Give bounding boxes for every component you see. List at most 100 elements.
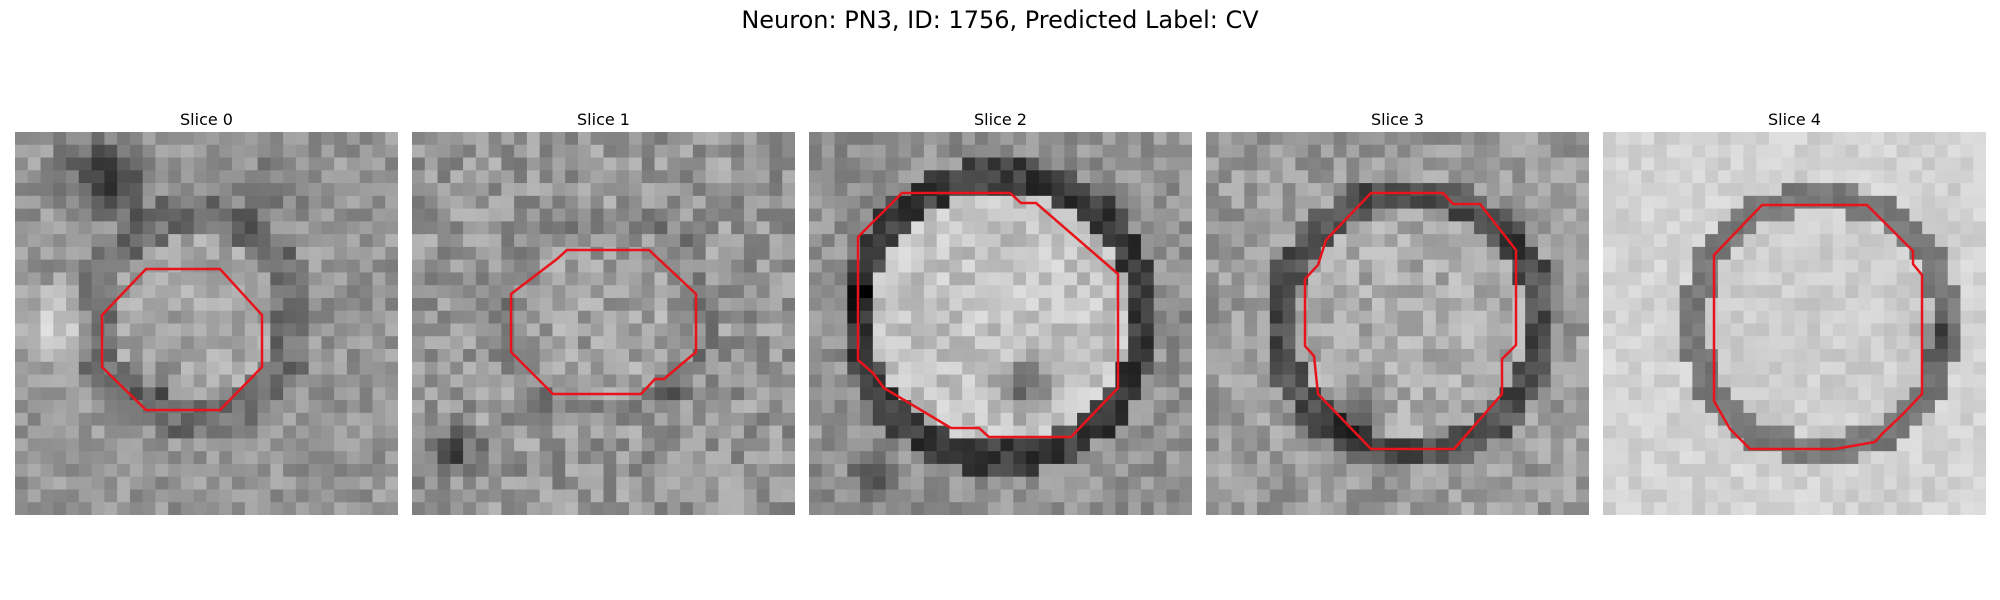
- pixel: [1654, 144, 1668, 158]
- pixel: [1692, 285, 1706, 299]
- pixel: [834, 272, 848, 286]
- pixel: [834, 425, 848, 439]
- pixel: [129, 157, 144, 171]
- pixel: [91, 451, 105, 465]
- pixel: [1960, 400, 1974, 414]
- pixel: [962, 336, 976, 350]
- pixel: [987, 451, 1001, 465]
- pixel: [257, 400, 271, 414]
- pixel: [1140, 323, 1155, 337]
- pixel: [1359, 451, 1373, 465]
- pixel: [936, 132, 950, 146]
- pixel: [1871, 234, 1885, 248]
- pixel: [1499, 438, 1513, 452]
- pixel: [1371, 272, 1386, 286]
- pixel: [1794, 349, 1808, 363]
- pixel: [1064, 502, 1078, 515]
- pixel: [1922, 310, 1936, 324]
- pixel: [769, 221, 783, 235]
- pixel: [1179, 170, 1192, 184]
- pixel: [1537, 310, 1552, 324]
- pixel: [1486, 336, 1501, 350]
- pixel: [949, 336, 963, 350]
- pixel: [667, 285, 681, 299]
- pixel: [923, 412, 938, 427]
- pixel: [1960, 438, 1974, 452]
- pixel: [1576, 221, 1589, 235]
- pixel: [1333, 502, 1347, 515]
- pixel: [1666, 438, 1680, 452]
- pixel: [40, 400, 54, 414]
- pixel: [1730, 425, 1744, 439]
- pixel: [372, 234, 386, 248]
- pixel: [1333, 234, 1347, 248]
- pixel: [359, 438, 373, 452]
- pixel: [1960, 336, 1974, 350]
- pixel: [616, 259, 630, 273]
- pixel: [1359, 259, 1373, 273]
- pixel: [168, 183, 182, 197]
- pixel: [731, 412, 745, 427]
- pixel: [475, 323, 489, 337]
- pixel: [1128, 259, 1142, 273]
- pixel: [308, 387, 322, 401]
- pixel: [1333, 157, 1347, 171]
- pixel: [78, 183, 92, 197]
- pixel: [667, 336, 681, 350]
- pixel: [424, 234, 438, 248]
- pixel: [1244, 259, 1258, 273]
- pixel: [1206, 387, 1220, 401]
- pixel: [1077, 400, 1091, 414]
- pixel: [1563, 132, 1577, 146]
- pixel: [1013, 361, 1027, 375]
- pixel: [1423, 323, 1437, 337]
- pixel: [501, 234, 515, 248]
- pixel: [590, 272, 604, 286]
- pixel: [1448, 170, 1462, 184]
- pixel: [1768, 476, 1783, 490]
- pixel: [1206, 374, 1220, 388]
- pixel: [821, 170, 835, 184]
- pixel: [1295, 259, 1309, 273]
- pixel: [936, 170, 950, 184]
- pixel: [1359, 463, 1373, 478]
- pixel: [590, 170, 604, 184]
- pixel: [1615, 157, 1629, 171]
- pixel: [962, 489, 976, 503]
- pixel: [1525, 323, 1539, 337]
- pixel: [1000, 400, 1014, 414]
- pixel: [949, 183, 963, 197]
- pixel: [821, 195, 835, 209]
- pixel: [590, 451, 604, 465]
- pixel: [1308, 451, 1322, 465]
- pixel: [1883, 323, 1898, 337]
- pixel: [1973, 361, 1986, 375]
- pixel: [1206, 272, 1220, 286]
- pixel: [526, 400, 541, 414]
- pixel: [1499, 400, 1513, 414]
- pixel: [1781, 310, 1795, 324]
- pixel: [1666, 425, 1680, 439]
- pixel: [1486, 489, 1501, 503]
- pixel: [1218, 297, 1232, 312]
- pixel: [1768, 170, 1783, 184]
- pixel: [1679, 285, 1693, 299]
- pixel: [565, 463, 579, 478]
- pixel: [475, 208, 489, 222]
- pixel: [1871, 246, 1885, 261]
- pixel: [718, 221, 732, 235]
- pixel: [359, 489, 373, 503]
- pixel: [885, 259, 899, 273]
- pixel: [450, 285, 464, 299]
- pixel: [552, 246, 566, 261]
- pixel: [514, 451, 528, 465]
- pixel: [705, 183, 719, 197]
- pixel: [117, 297, 131, 312]
- pixel: [1858, 221, 1872, 235]
- pixel: [1628, 336, 1642, 350]
- pixel: [769, 463, 783, 478]
- pixel: [1525, 310, 1539, 324]
- pixel: [949, 374, 963, 388]
- pixel: [1000, 234, 1014, 248]
- pixel: [424, 438, 438, 452]
